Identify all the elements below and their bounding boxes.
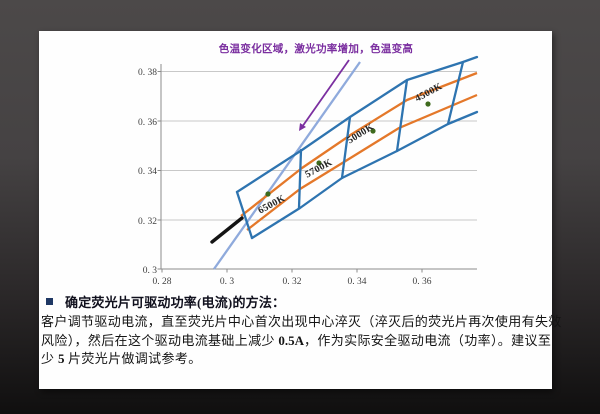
- cie-bin-chart: 0. 38 0. 36 0. 34 0. 32 0. 3 0. 28 0. 3 …: [138, 55, 479, 287]
- x-tick-label: 0. 34: [348, 277, 367, 287]
- drive-current-segment: [210, 216, 244, 244]
- body-line-1: 客户调节驱动电流，直至荧光片中心首次出现中心淬灭（淬灭后的荧光片再次使用有失效: [41, 314, 562, 329]
- bold-value-current: 0.5A: [278, 332, 305, 348]
- bin-divider-5700-5000: [340, 115, 352, 180]
- bin-divider-5000-4500: [395, 78, 409, 153]
- bold-value-count: 5: [57, 351, 65, 366]
- section-heading: 确定荧光片可驱动功率(电流)的方法：: [65, 295, 286, 310]
- y-tick-label: 0. 3: [143, 266, 158, 276]
- y-tick-label: 0. 34: [138, 167, 157, 177]
- bin-center-dot-5000k: [370, 128, 376, 134]
- x-tick-label: 0. 36: [413, 277, 432, 287]
- bin-center-dot-5700k: [316, 160, 322, 166]
- body-line-2: 风险），然后在这个驱动电流基础上减少 0.5A，作为实际安全驱动电流（功率）。建…: [41, 332, 552, 348]
- x-tick-label: 0. 32: [283, 277, 302, 287]
- bin-center-dot-4500k: [425, 101, 431, 107]
- arrowhead-icon: [299, 123, 306, 131]
- center-region-upper-line: [240, 71, 478, 217]
- color-temp-annotation: 色温变化区域，激光功率增加，色温变高: [218, 43, 414, 55]
- body-line-3: 少 5 片荧光片做调试参考。: [41, 351, 202, 366]
- slide: 色温变化区域，激光功率增加，色温变高: [39, 31, 562, 389]
- axes: [157, 64, 477, 273]
- laser-power-trajectory-line: [213, 61, 361, 270]
- y-tick-label: 0. 36: [138, 118, 157, 128]
- bin-label-4500k: 4500K: [413, 81, 444, 104]
- bin-center-dot-6500k: [265, 191, 271, 197]
- bin-band-right-cap: [446, 60, 465, 126]
- notes-textblock: 确定荧光片可驱动功率(电流)的方法： 客户调节驱动电流，直至荧光片中心首次出现中…: [39, 293, 562, 369]
- bin-band-upper-boundary: [235, 55, 479, 194]
- bin-divider-6500-5700: [297, 148, 303, 210]
- annotation-arrow: [299, 59, 350, 131]
- y-tick-label: 0. 38: [138, 68, 157, 78]
- bin-band-left-cap: [235, 190, 254, 240]
- y-tick-label: 0. 32: [138, 217, 157, 227]
- bin-label-6500k: 6500K: [256, 193, 287, 216]
- x-tick-label: 0. 28: [153, 277, 172, 287]
- bin-band-lower-boundary: [250, 110, 479, 240]
- bullet-heading-row: 确定荧光片可驱动功率(电流)的方法：: [39, 293, 552, 310]
- bullet-square-icon: [46, 298, 53, 305]
- x-tick-label: 0. 3: [220, 277, 235, 287]
